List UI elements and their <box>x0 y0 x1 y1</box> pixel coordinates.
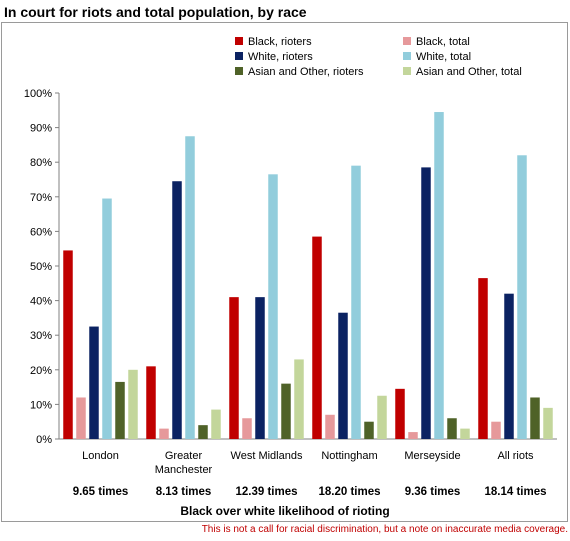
bar <box>351 165 361 439</box>
x-tick-label: Merseyside <box>404 450 460 462</box>
legend-item-black-total: Black, total <box>403 36 470 48</box>
bar <box>294 359 304 439</box>
legend-swatch <box>235 52 243 60</box>
bar <box>421 167 431 439</box>
bar <box>478 278 488 439</box>
y-tick-label: 100% <box>24 88 52 100</box>
y-tick-label: 30% <box>30 330 52 342</box>
y-tick-label: 90% <box>30 123 52 135</box>
likelihood-label: 18.14 times <box>484 486 546 498</box>
bar <box>268 174 278 439</box>
bar <box>281 383 291 439</box>
bar <box>128 369 138 439</box>
bar <box>185 136 195 439</box>
x-tick-label: London <box>82 450 119 462</box>
bar <box>102 198 112 439</box>
legend-swatch <box>235 67 243 75</box>
bar <box>89 326 99 439</box>
bar <box>211 409 221 439</box>
y-tick-label: 80% <box>30 157 52 169</box>
bar <box>447 418 457 439</box>
bar <box>242 418 252 439</box>
bar <box>255 297 265 439</box>
x-tick-label: All riots <box>497 450 534 462</box>
bar <box>408 432 418 439</box>
bar <box>491 421 501 439</box>
y-tick-label: 0% <box>36 434 52 446</box>
legend-label: White, total <box>416 51 472 63</box>
legend-swatch <box>403 52 411 60</box>
legend-item-white-total: White, total <box>403 51 471 63</box>
legend-label: Asian and Other, rioters <box>248 66 364 78</box>
bar <box>530 397 540 439</box>
bar <box>338 312 348 439</box>
likelihood-caption: Black over white likelihood of rioting <box>180 504 389 518</box>
bar <box>504 293 514 439</box>
y-tick-label: 60% <box>30 226 52 238</box>
bar <box>172 181 182 440</box>
legend-item-white-rioters: White, rioters <box>235 51 313 63</box>
bar <box>63 250 73 439</box>
bar <box>325 414 335 439</box>
legend-label: Asian and Other, total <box>416 66 522 78</box>
y-tick-label: 10% <box>30 399 52 411</box>
footnote: This is not a call for racial discrimina… <box>201 524 568 535</box>
x-tick-label: West Midlands <box>231 450 303 462</box>
legend-label: Black, rioters <box>248 36 312 48</box>
bar <box>229 297 239 439</box>
legend-label: White, rioters <box>248 51 313 63</box>
bar <box>364 421 374 439</box>
bar <box>434 112 444 439</box>
chart-frame: 0% 10% 20% 30% 40% 50% 60% 70% 80% 90% 100% London 9… <box>1 22 568 522</box>
bar <box>76 397 86 439</box>
legend-swatch <box>235 37 243 45</box>
bar <box>115 381 125 439</box>
likelihood-label: 8.13 times <box>156 486 212 498</box>
bar-chart: 0% 10% 20% 30% 40% 50% 60% 70% 80% 90% 100% London 9… <box>24 88 557 518</box>
legend-item-black-rioters: Black, rioters <box>235 36 312 48</box>
legend-item-asian-other-rioters: Asian and Other, rioters <box>235 66 364 78</box>
chart-title: In court for riots and total population,… <box>4 4 307 20</box>
y-tick-label: 50% <box>30 261 52 273</box>
y-tick-label: 70% <box>30 192 52 204</box>
x-tick-label: Nottingham <box>321 450 377 462</box>
legend-swatch <box>403 37 411 45</box>
bar <box>543 407 553 439</box>
bar <box>198 425 208 439</box>
likelihood-label: 9.36 times <box>405 486 461 498</box>
y-tick-label: 40% <box>30 296 52 308</box>
legend-item-asian-other-total: Asian and Other, total <box>403 66 522 78</box>
y-tick-label: 20% <box>30 365 52 377</box>
bar <box>312 236 322 439</box>
likelihood-label: 12.39 times <box>235 486 297 498</box>
bar <box>146 366 156 439</box>
bar <box>460 428 470 439</box>
legend-swatch <box>403 67 411 75</box>
bar <box>159 428 169 439</box>
legend-label: Black, total <box>416 36 470 48</box>
bar <box>395 388 405 439</box>
likelihood-label: 9.65 times <box>73 486 129 498</box>
likelihood-label: 18.20 times <box>318 486 380 498</box>
bar <box>377 395 387 439</box>
x-tick-label: Greater Manchester <box>155 450 213 476</box>
bar <box>517 155 527 439</box>
